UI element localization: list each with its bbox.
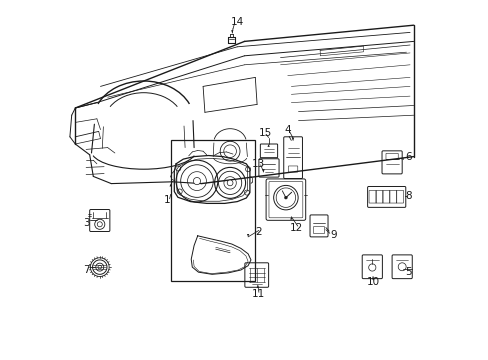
Text: 12: 12 [289, 222, 303, 233]
Polygon shape [256, 285, 259, 288]
Polygon shape [289, 217, 292, 220]
Text: 6: 6 [404, 152, 411, 162]
Polygon shape [262, 169, 264, 172]
Text: 2: 2 [255, 227, 262, 237]
Text: 1: 1 [163, 195, 170, 205]
Text: 10: 10 [366, 276, 379, 287]
Polygon shape [231, 30, 233, 33]
Text: 7: 7 [83, 265, 90, 275]
Text: 11: 11 [251, 289, 264, 299]
Text: 8: 8 [404, 191, 411, 201]
Text: 9: 9 [330, 230, 336, 240]
Circle shape [227, 180, 232, 186]
Text: 14: 14 [230, 17, 244, 27]
Polygon shape [169, 184, 171, 186]
Text: 13: 13 [252, 159, 265, 169]
Polygon shape [291, 138, 294, 140]
Text: 3: 3 [83, 218, 90, 228]
Bar [170, 140, 255, 281]
Text: 15: 15 [258, 128, 271, 138]
Circle shape [193, 177, 200, 185]
Polygon shape [371, 276, 373, 279]
Circle shape [284, 196, 287, 199]
Text: 4: 4 [284, 125, 290, 135]
Polygon shape [246, 234, 249, 237]
Polygon shape [267, 144, 269, 147]
Text: 5: 5 [404, 267, 411, 277]
